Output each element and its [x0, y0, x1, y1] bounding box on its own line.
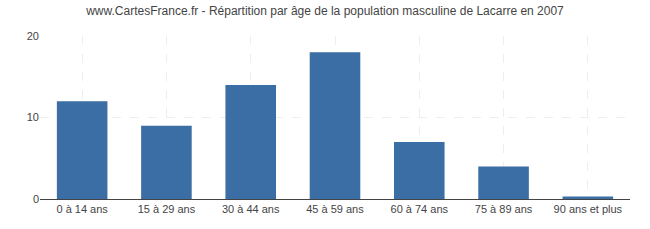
svg-text:20: 20: [27, 30, 39, 42]
svg-text:75 à 89 ans: 75 à 89 ans: [475, 203, 533, 215]
svg-text:45 à 59 ans: 45 à 59 ans: [306, 203, 364, 215]
svg-text:60 à 74 ans: 60 à 74 ans: [391, 203, 449, 215]
svg-text:0 à 14 ans: 0 à 14 ans: [56, 203, 108, 215]
svg-text:30 à 44 ans: 30 à 44 ans: [222, 203, 280, 215]
svg-text:90 ans et plus: 90 ans et plus: [554, 203, 623, 215]
svg-text:10: 10: [27, 111, 39, 123]
svg-text:15 à 29 ans: 15 à 29 ans: [138, 203, 196, 215]
svg-text:0: 0: [33, 193, 39, 205]
svg-text:www.CartesFrance.fr - Répartit: www.CartesFrance.fr - Répartition par âg…: [85, 4, 564, 18]
